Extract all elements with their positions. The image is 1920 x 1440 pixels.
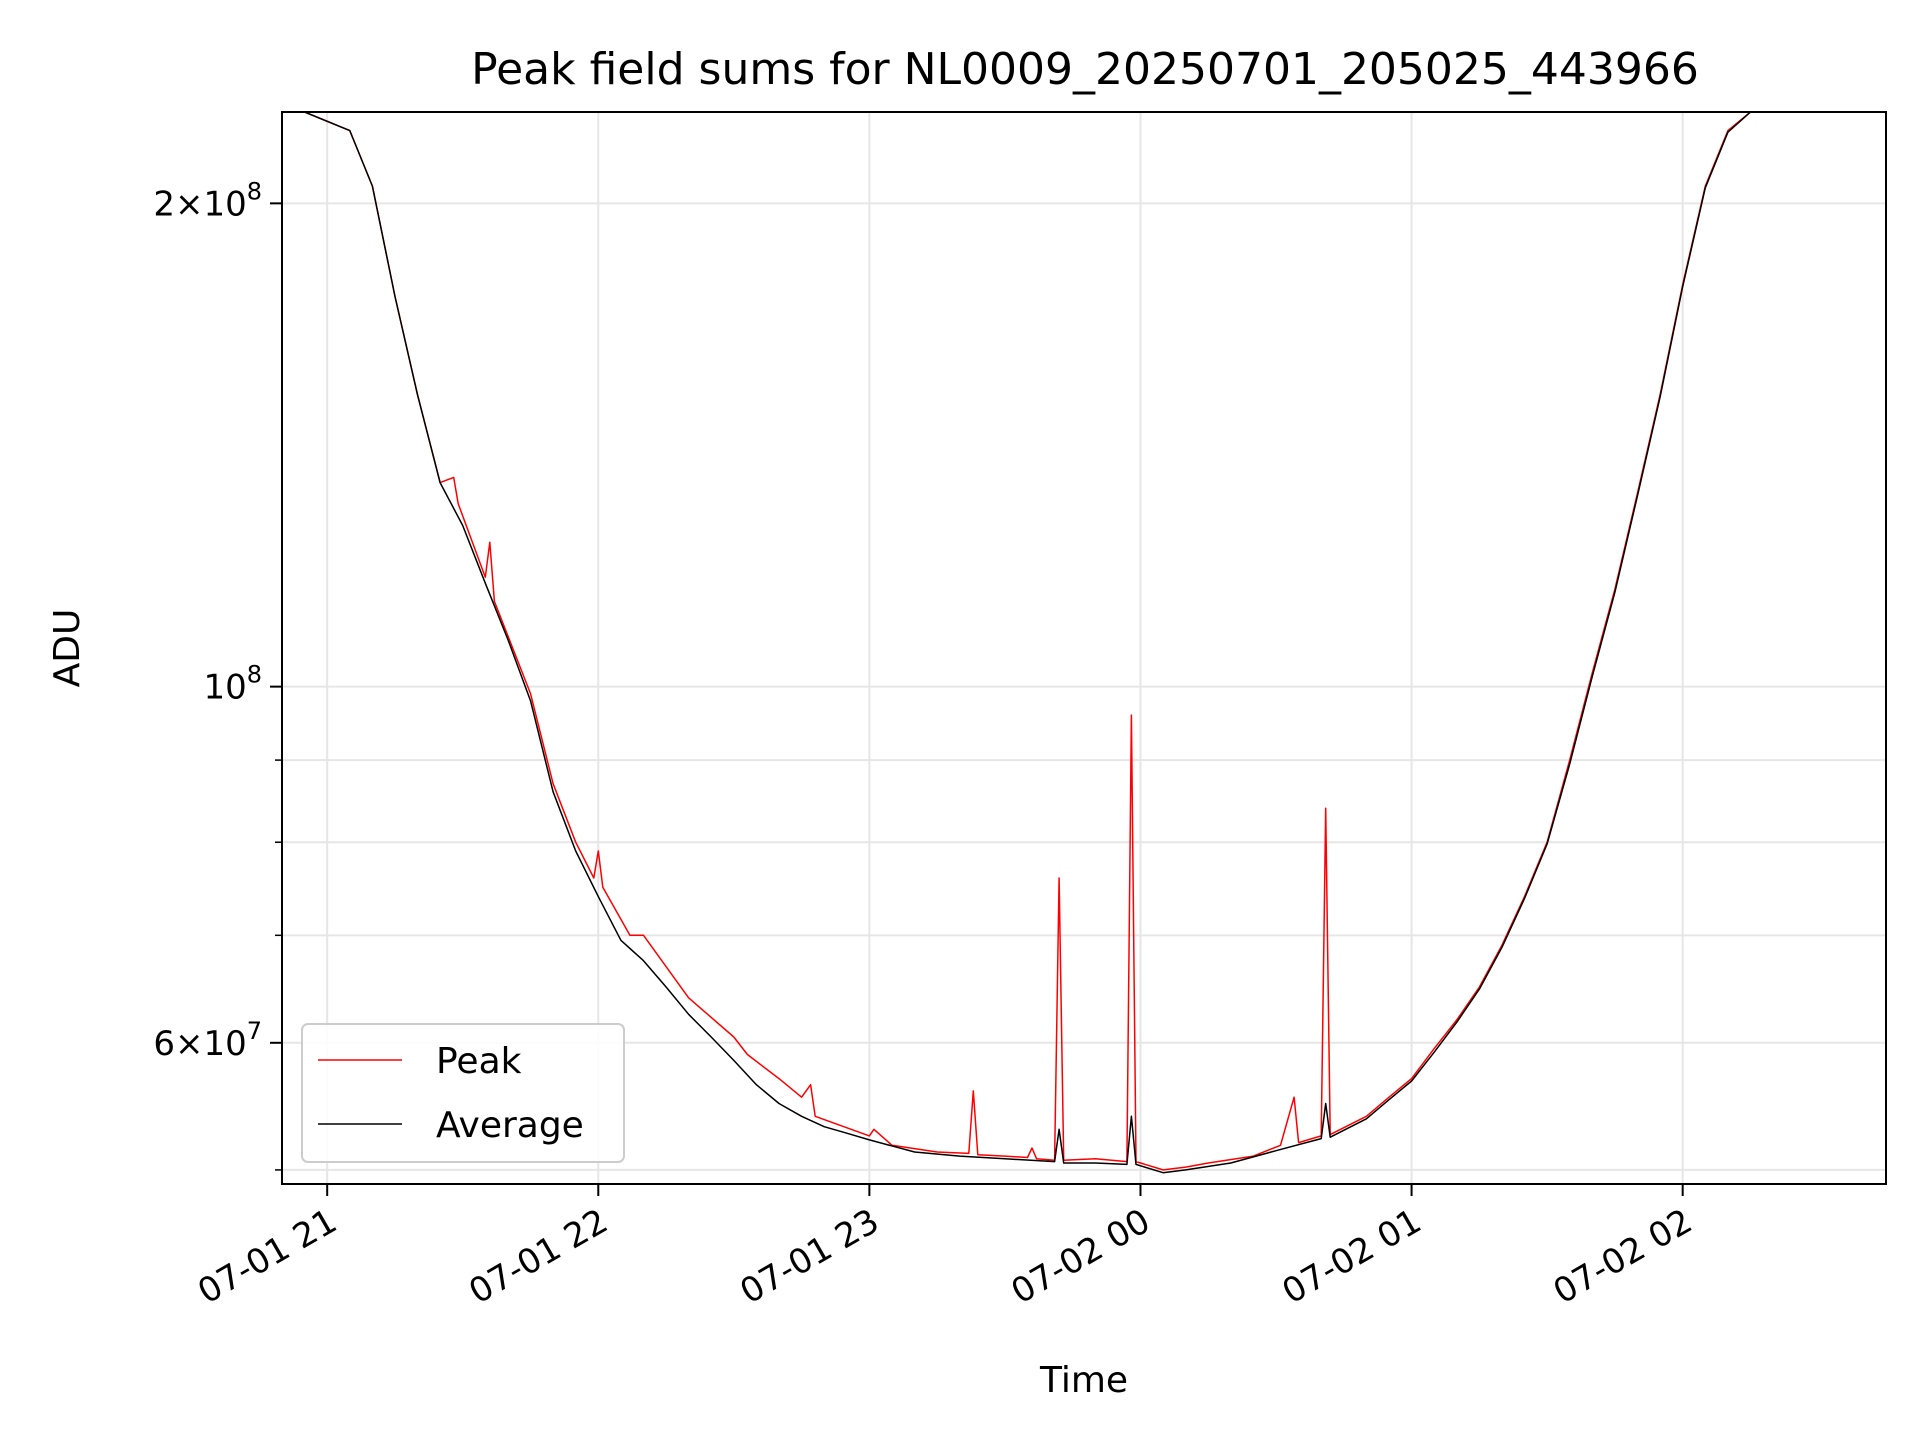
chart-title: Peak field sums for NL0009_20250701_2050… [471, 44, 1699, 95]
x-axis-label: Time [1039, 1360, 1128, 1401]
y-tick-label: 108 [203, 661, 262, 708]
grid-lines [282, 112, 1886, 1184]
y-axis: 2×108 108 6×107 [153, 177, 282, 1171]
legend-label-peak: Peak [436, 1041, 522, 1082]
series-line-average [304, 112, 1864, 1174]
y-axis-label: ADU [47, 609, 88, 688]
series-line-peak [304, 112, 1864, 1171]
legend-box [301, 1023, 625, 1163]
legend-label-average: Average [436, 1105, 584, 1146]
y-tick-label: 6×107 [153, 1017, 262, 1064]
series-layer [304, 112, 1864, 1174]
legend: Peak Average [301, 1023, 625, 1163]
plot-area [281, 111, 1887, 1185]
y-tick-label: 2×108 [153, 177, 262, 224]
